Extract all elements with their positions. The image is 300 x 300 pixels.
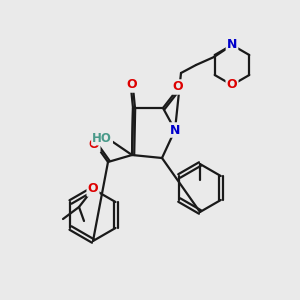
- Text: O: O: [227, 79, 237, 92]
- Text: N: N: [227, 38, 237, 52]
- Text: N: N: [227, 38, 237, 52]
- Text: HO: HO: [92, 131, 112, 145]
- Text: O: O: [89, 139, 99, 152]
- Text: O: O: [173, 80, 183, 94]
- Text: N: N: [170, 124, 180, 136]
- Text: O: O: [173, 80, 183, 94]
- Text: O: O: [88, 182, 98, 196]
- Text: HO: HO: [92, 131, 112, 145]
- Text: O: O: [88, 182, 98, 196]
- Text: O: O: [89, 139, 99, 152]
- Text: N: N: [170, 124, 180, 136]
- Text: O: O: [127, 79, 137, 92]
- Text: O: O: [127, 79, 137, 92]
- Text: O: O: [227, 79, 237, 92]
